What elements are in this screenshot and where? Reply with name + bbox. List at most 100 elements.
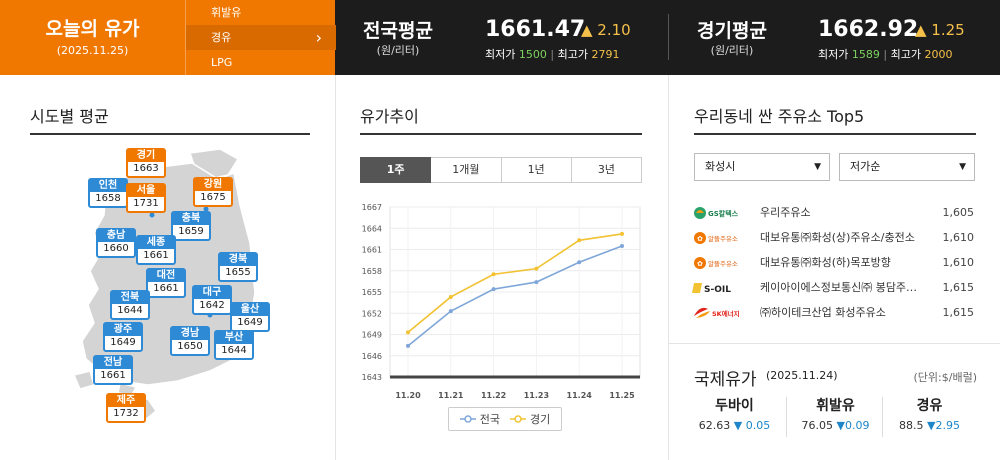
- region-busan[interactable]: 부산 1644: [214, 330, 254, 360]
- region-gyeongbuk[interactable]: 경북 1655: [218, 252, 258, 282]
- data-point-gyeonggi: [534, 266, 539, 271]
- region-gwangju[interactable]: 광주 1649: [103, 322, 143, 352]
- tab-1-year[interactable]: 1년: [501, 157, 572, 183]
- region-jeonbuk[interactable]: 전북 1644: [110, 290, 150, 320]
- intl-item-name: 휘발유: [816, 398, 855, 414]
- station-price: 1,610: [942, 231, 975, 244]
- fuel-menu-diesel[interactable]: 경유 ›: [186, 25, 336, 50]
- region-daegu[interactable]: 대구 1642: [192, 285, 232, 315]
- svg-text:✿: ✿: [697, 235, 703, 243]
- station-name: 대보유통㈜화성(하)목포방향: [760, 256, 891, 269]
- period-tabs: 1주 1개월 1년 3년: [360, 157, 642, 183]
- sort-select[interactable]: 저가순 ▼: [839, 153, 975, 181]
- y-tick-label: 1655: [362, 288, 382, 297]
- station-name: 우리주유소: [760, 206, 811, 219]
- region-price: 1732: [113, 408, 139, 419]
- data-point-gyeonggi: [491, 272, 496, 277]
- station-name: 대보유통㈜화성(상)주유소/충전소: [760, 231, 915, 244]
- international-price-date: (2025.11.24): [766, 369, 838, 382]
- station-price: 1,610: [942, 256, 975, 269]
- intl-item-change: ▼ 0.05: [733, 419, 771, 432]
- y-tick-label: 1661: [362, 246, 382, 255]
- altteul-logo: ✿ 알뜰주유소: [694, 257, 738, 269]
- min-label: 최저가: [485, 48, 516, 61]
- s-oil-logo: S-OIL: [692, 283, 731, 295]
- national-average: 전국평균 (원/리터) 1661.47 ▲ 2.10 최저가 1500 | 최고…: [335, 0, 668, 75]
- region-price: 1644: [221, 345, 247, 356]
- intl-item-change: ▼0.09: [836, 419, 870, 432]
- region-name: 강원: [195, 179, 231, 191]
- region-price: 1661: [153, 283, 179, 294]
- price-trend-title: 유가추이: [360, 107, 419, 126]
- region-chungbuk[interactable]: 충북 1659: [171, 211, 211, 241]
- legend-item-gyeonggi[interactable]: 경기: [510, 411, 550, 427]
- region-name: 제주: [108, 395, 144, 407]
- region-daejeon[interactable]: 대전 1661: [146, 268, 186, 298]
- today-price-box: 오늘의 유가 (2025.11.25): [0, 0, 185, 75]
- today-date: (2025.11.25): [56, 44, 129, 57]
- region-seoul[interactable]: 서울 1731: [126, 183, 166, 213]
- region-jeonnam[interactable]: 전남 1661: [93, 355, 133, 385]
- chevron-right-icon: ›: [315, 28, 322, 47]
- national-min-max: 최저가 1500 | 최고가 2791: [485, 46, 619, 62]
- international-price-title: 국제유가: [694, 370, 757, 390]
- fuel-menu-gasoline[interactable]: 휘발유: [186, 0, 336, 25]
- tab-1-month[interactable]: 1개월: [431, 157, 502, 183]
- legend-gyeonggi-marker: [510, 415, 526, 423]
- tab-1-week[interactable]: 1주: [360, 157, 432, 183]
- sort-select-value: 저가순: [850, 160, 881, 173]
- station-row[interactable]: ✿ 알뜰주유소 대보유통㈜화성(상)주유소/충전소 1,610: [692, 227, 974, 249]
- region-name: 경기: [128, 150, 164, 162]
- svg-text:알뜰주유소: 알뜰주유소: [708, 259, 738, 268]
- min-price: 1500: [518, 48, 547, 61]
- data-point-national: [577, 260, 582, 265]
- fuel-menu-lpg[interactable]: LPG: [186, 50, 336, 75]
- data-point-gyeonggi: [406, 330, 410, 335]
- legend-label: 경기: [530, 413, 551, 426]
- region-jeju[interactable]: 제주 1732: [106, 393, 146, 423]
- svg-text:GS칼텍스: GS칼텍스: [708, 209, 739, 218]
- svg-text:S-OIL: S-OIL: [704, 285, 731, 295]
- region-name: 대전: [148, 270, 184, 282]
- header-divider: [668, 14, 669, 60]
- intl-item-name: 두바이: [715, 398, 754, 414]
- region-price: 1649: [237, 317, 263, 328]
- series-line-gyeonggi: [407, 233, 623, 333]
- region-price: 1658: [95, 193, 121, 204]
- title-underline: [360, 133, 642, 135]
- region-name: 부산: [216, 332, 252, 344]
- regional-average-title: 시도별 평균: [30, 107, 109, 126]
- region-incheon[interactable]: 인천 1658: [88, 178, 128, 208]
- fuel-menu-label: 경유: [211, 31, 232, 44]
- region-name: 경북: [220, 254, 256, 266]
- region-price: 1649: [110, 337, 136, 348]
- data-point-national: [534, 280, 539, 285]
- min-price: 1589: [851, 48, 880, 61]
- station-row[interactable]: SK에너지 ㈜하이테크산업 화성주유소 1,615: [692, 302, 974, 324]
- region-sejong[interactable]: 세종 1661: [136, 235, 176, 265]
- altteul-logo: ✿ 알뜰주유소: [694, 232, 738, 244]
- gyeonggi-average-change: ▲ 1.25: [915, 21, 965, 39]
- station-row[interactable]: ✿ 알뜰주유소 대보유통㈜화성(하)목포방향 1,610: [692, 252, 974, 274]
- region-gangwon[interactable]: 강원 1675: [193, 177, 233, 207]
- station-row[interactable]: S-OIL 케이아이에스정보통신㈜ 봉담주… 1,615: [692, 277, 974, 299]
- station-row[interactable]: GS칼텍스 우리주유소 1,605: [692, 202, 974, 224]
- region-gyeonggi[interactable]: 경기 1663: [126, 148, 166, 178]
- x-tick-label: 11.24: [567, 391, 593, 400]
- region-name: 전남: [95, 357, 131, 369]
- region-select[interactable]: 화성시 ▼: [694, 153, 830, 181]
- station-price: 1,605: [942, 206, 975, 219]
- national-average-unit: (원/리터): [376, 44, 420, 57]
- tab-3-years[interactable]: 3년: [571, 157, 642, 183]
- region-ulsan[interactable]: 울산 1649: [230, 302, 270, 332]
- x-tick-label: 11.21: [438, 391, 464, 400]
- gyeonggi-average-price: 1662.92: [818, 17, 919, 42]
- gyeonggi-average-title: 경기평균: [697, 20, 767, 42]
- region-chungnam[interactable]: 충남 1660: [96, 228, 136, 258]
- gs-caltex-logo: GS칼텍스: [694, 207, 739, 219]
- intl-dubai: 두바이 62.63 ▼ 0.05: [687, 395, 782, 432]
- station-price: 1,615: [942, 306, 975, 319]
- region-gyeongnam[interactable]: 경남 1650: [170, 326, 210, 356]
- region-price: 1661: [143, 250, 169, 261]
- legend-item-national[interactable]: 전국: [459, 411, 500, 427]
